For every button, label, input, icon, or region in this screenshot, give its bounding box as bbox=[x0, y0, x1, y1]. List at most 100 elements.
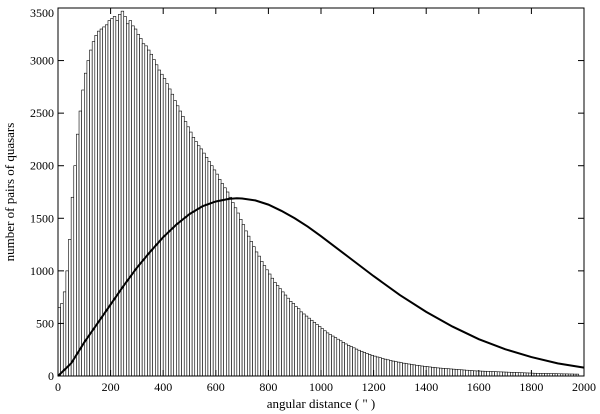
histogram-bar bbox=[128, 20, 132, 377]
histogram-bar bbox=[499, 371, 503, 377]
x-axis-title: angular distance ( " ) bbox=[267, 396, 376, 411]
histogram-bar bbox=[323, 330, 327, 377]
histogram-bar bbox=[496, 371, 501, 377]
histogram-bar bbox=[436, 367, 440, 377]
y-tick-label: 1500 bbox=[30, 211, 54, 225]
histogram-bar bbox=[162, 78, 167, 377]
x-tick-label: 200 bbox=[102, 380, 120, 394]
histogram-bar bbox=[239, 219, 243, 377]
histogram-bar bbox=[60, 303, 64, 377]
histogram-bar bbox=[112, 16, 117, 377]
x-tick-label: 1800 bbox=[519, 380, 543, 394]
histogram-bar bbox=[144, 45, 148, 377]
histogram-bar bbox=[507, 371, 511, 377]
y-tick-label: 1000 bbox=[30, 264, 54, 278]
histogram-bar bbox=[218, 179, 222, 377]
histogram-bar bbox=[173, 100, 177, 377]
histogram-bar bbox=[333, 337, 338, 377]
x-tick-label: 600 bbox=[207, 380, 225, 394]
histogram-bar bbox=[220, 183, 224, 377]
histogram-bar bbox=[304, 315, 309, 377]
histogram-bar bbox=[231, 202, 235, 377]
x-tick-label: 2000 bbox=[572, 380, 596, 394]
histogram-bar bbox=[289, 301, 293, 377]
histogram-bar bbox=[215, 173, 219, 377]
histogram-bar bbox=[504, 371, 509, 377]
histogram-bar bbox=[433, 367, 438, 377]
histogram-bar bbox=[78, 110, 82, 377]
histogram-bar bbox=[439, 367, 443, 377]
histogram-bar bbox=[481, 370, 485, 377]
histogram-bar bbox=[454, 369, 459, 377]
histogram-bar bbox=[283, 294, 288, 377]
y-tick-label: 2000 bbox=[30, 159, 54, 173]
histogram-bar bbox=[244, 230, 248, 377]
histogram-bar bbox=[118, 14, 122, 377]
histogram-bar bbox=[281, 291, 285, 377]
histogram-bar bbox=[278, 288, 282, 377]
histogram-bar bbox=[360, 350, 364, 377]
histogram-bar bbox=[457, 369, 461, 377]
histogram-bar bbox=[486, 371, 490, 377]
histogram-bar bbox=[368, 354, 372, 377]
histogram-bar bbox=[291, 303, 296, 377]
histogram-bar bbox=[344, 343, 348, 377]
histogram-bar bbox=[452, 368, 456, 377]
histogram-bar bbox=[165, 83, 169, 377]
histogram-bar bbox=[233, 207, 238, 377]
histogram-bar bbox=[62, 291, 67, 377]
histogram-bar bbox=[462, 369, 466, 377]
histogram-bar bbox=[181, 115, 185, 377]
histogram-bar bbox=[223, 187, 227, 377]
histogram-bar bbox=[210, 165, 214, 377]
histogram-bar bbox=[394, 361, 398, 377]
histogram-bar bbox=[197, 145, 201, 377]
histogram-bar bbox=[126, 23, 130, 377]
histogram-bar bbox=[273, 282, 277, 377]
histogram-bar bbox=[512, 372, 516, 377]
histogram-bar bbox=[115, 20, 119, 377]
histogram-bar bbox=[352, 347, 356, 377]
histogram-bar bbox=[331, 335, 335, 377]
histogram-bar bbox=[70, 196, 75, 377]
histogram-bar bbox=[160, 73, 164, 377]
x-tick-label: 1600 bbox=[467, 380, 491, 394]
histogram-bar bbox=[325, 332, 330, 377]
histogram-bar bbox=[139, 38, 143, 377]
histogram-bar bbox=[336, 338, 340, 377]
histogram-bars bbox=[57, 10, 580, 377]
histogram-bar bbox=[252, 246, 256, 377]
x-tick-label: 400 bbox=[154, 380, 172, 394]
histogram-bar bbox=[473, 370, 477, 377]
x-axis-ticks: 0 200 400 600 800 1000 1200 1400 1600 1800 2000 bbox=[55, 8, 596, 394]
histogram-bar bbox=[257, 255, 261, 377]
histogram-bar bbox=[362, 352, 367, 377]
histogram-bar bbox=[275, 285, 280, 377]
histogram-bar bbox=[189, 131, 193, 377]
histogram-bar bbox=[191, 137, 196, 377]
histogram-bar bbox=[407, 363, 411, 377]
histogram-bar bbox=[396, 361, 401, 377]
histogram-bar bbox=[418, 365, 422, 377]
histogram-bar bbox=[170, 93, 175, 377]
histogram-bar bbox=[183, 121, 188, 377]
histogram-bar bbox=[199, 148, 203, 377]
histogram-bar bbox=[460, 369, 464, 377]
histogram-bar bbox=[152, 59, 156, 377]
histogram-bar bbox=[404, 363, 409, 377]
histogram-bar bbox=[517, 372, 522, 377]
histogram-bar bbox=[491, 371, 495, 377]
histogram-bar bbox=[76, 133, 80, 377]
histogram-bar bbox=[268, 273, 272, 377]
histogram-bar bbox=[383, 358, 388, 377]
histogram-bar bbox=[65, 270, 69, 377]
histogram-bar bbox=[441, 368, 445, 377]
histogram-bar bbox=[349, 346, 353, 377]
y-axis-ticks: 0 500 1000 1500 2000 2500 3000 3500 bbox=[30, 6, 584, 383]
histogram-bar bbox=[260, 261, 264, 377]
histogram-bar bbox=[120, 10, 125, 377]
histogram-bar bbox=[328, 334, 332, 377]
histogram-bar bbox=[391, 360, 395, 377]
histogram-bar bbox=[341, 342, 345, 377]
